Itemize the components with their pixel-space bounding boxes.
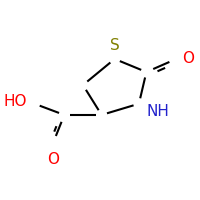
Text: NH: NH: [146, 104, 169, 119]
Text: O: O: [182, 51, 194, 66]
Text: HO: HO: [3, 94, 27, 109]
Text: O: O: [47, 152, 59, 167]
Text: S: S: [110, 38, 120, 53]
